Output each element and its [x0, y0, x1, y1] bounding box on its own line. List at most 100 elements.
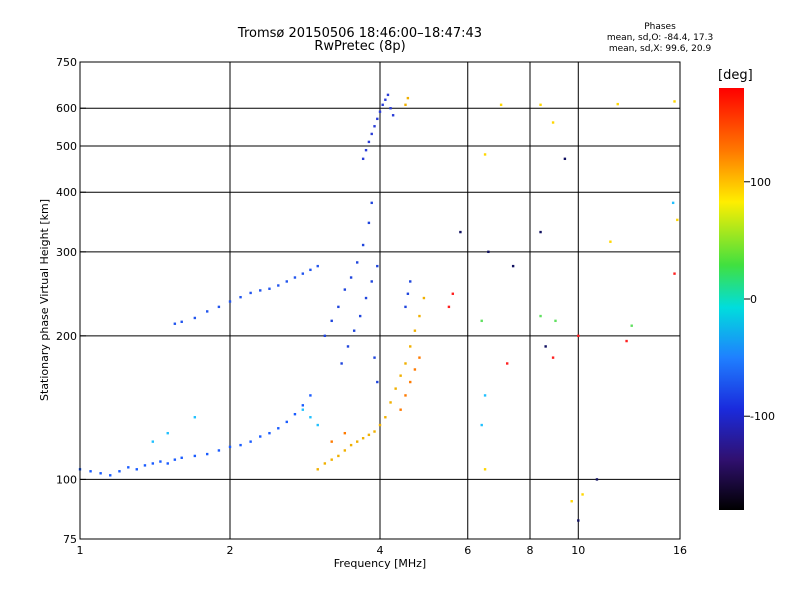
- chart-subtitle: RwPretec (8p): [314, 39, 406, 54]
- y-axis-ticks: 75 100 200 300 400 500 600 750: [56, 56, 86, 546]
- colorbar-ticks: 100 0 -100: [744, 176, 775, 423]
- x-axis-label: Frequency [MHz]: [334, 557, 426, 570]
- x-tick-label: 2: [227, 544, 234, 557]
- data-point: [483, 153, 487, 156]
- data-point: [367, 221, 371, 225]
- data-point: [399, 374, 402, 377]
- data-point: [259, 289, 262, 292]
- data-point: [135, 468, 138, 471]
- data-point: [376, 264, 379, 268]
- data-point: [330, 440, 333, 443]
- data-point: [404, 394, 407, 397]
- colorbar-tick-label: 100: [750, 176, 771, 189]
- data-point: [361, 157, 365, 161]
- phase-stats-o: mean, sd,O: -84.4, 17.3: [606, 33, 714, 43]
- data-point: [394, 387, 397, 390]
- data-point: [630, 324, 633, 327]
- data-point: [539, 103, 542, 107]
- data-point: [277, 427, 280, 430]
- data-point: [337, 454, 340, 458]
- data-point: [309, 268, 312, 272]
- data-point: [109, 474, 112, 477]
- plot-frame: [79, 61, 681, 540]
- data-point: [268, 431, 271, 435]
- data-point: [309, 394, 312, 397]
- data-point: [418, 314, 421, 318]
- data-point: [364, 148, 368, 152]
- data-point: [249, 291, 252, 295]
- data-point: [577, 334, 580, 338]
- data-point: [406, 96, 410, 100]
- data-point: [180, 456, 183, 459]
- data-point: [389, 107, 392, 110]
- data-point: [343, 449, 347, 452]
- data-point: [340, 362, 343, 365]
- data-point: [127, 466, 130, 469]
- y-tick-label: 200: [56, 330, 77, 343]
- data-point: [355, 440, 359, 443]
- data-point: [539, 314, 542, 318]
- data-point: [166, 462, 169, 465]
- y-axis-label: Stationary phase Virtual Height [km]: [38, 199, 51, 401]
- y-tick-label: 100: [56, 473, 77, 486]
- data-point: [259, 435, 262, 438]
- data-point: [447, 305, 451, 309]
- data-point: [404, 103, 407, 107]
- data-point: [159, 460, 162, 463]
- data-point: [577, 519, 580, 522]
- data-point: [364, 296, 368, 300]
- data-point: [539, 230, 542, 234]
- data-point: [277, 284, 280, 287]
- data-point: [370, 280, 373, 283]
- data-point: [409, 380, 412, 384]
- x-tick-label: 16: [673, 544, 687, 557]
- data-point: [349, 443, 353, 447]
- data-point: [151, 462, 155, 465]
- data-point: [370, 201, 373, 205]
- y-tick-label: 400: [56, 186, 77, 199]
- phase-stats-heading: Phases: [644, 22, 676, 32]
- data-point: [373, 125, 376, 128]
- data-point: [676, 218, 679, 222]
- data-point: [180, 320, 183, 323]
- data-point: [301, 408, 305, 411]
- data-point: [239, 443, 242, 447]
- data-point: [301, 272, 305, 275]
- data-point: [285, 420, 288, 424]
- data-point: [249, 440, 252, 443]
- data-point: [330, 319, 333, 323]
- data-point: [316, 423, 319, 427]
- x-tick-label: 4: [377, 544, 384, 557]
- data-point: [309, 416, 312, 419]
- data-point: [384, 416, 387, 419]
- x-axis-ticks: 1 2 4 6 8 10 16: [77, 544, 688, 557]
- data-point: [373, 356, 376, 359]
- x-tick-label: 1: [77, 544, 84, 557]
- data-point: [673, 100, 676, 103]
- data-point: [355, 261, 359, 264]
- data-point: [451, 292, 455, 295]
- data-point: [399, 408, 402, 411]
- data-point: [505, 362, 509, 365]
- data-point: [418, 356, 421, 359]
- data-point: [352, 329, 356, 332]
- colorbar-tick-label: -100: [750, 410, 775, 423]
- data-point: [173, 322, 177, 325]
- data-point: [376, 117, 379, 121]
- data-point: [285, 280, 288, 283]
- data-point: [346, 345, 350, 348]
- data-point: [551, 356, 555, 359]
- data-point: [370, 132, 373, 136]
- data-point: [483, 468, 487, 471]
- data-point: [367, 140, 371, 144]
- data-point: [193, 416, 197, 419]
- data-point: [480, 423, 483, 427]
- data-point: [316, 264, 319, 268]
- data-point: [166, 431, 169, 435]
- data-point: [89, 470, 92, 473]
- x-tick-label: 10: [571, 544, 585, 557]
- data-point: [205, 452, 209, 456]
- colorbar-tick-label: 0: [750, 293, 757, 306]
- data-point: [459, 230, 462, 234]
- data-point: [409, 345, 412, 348]
